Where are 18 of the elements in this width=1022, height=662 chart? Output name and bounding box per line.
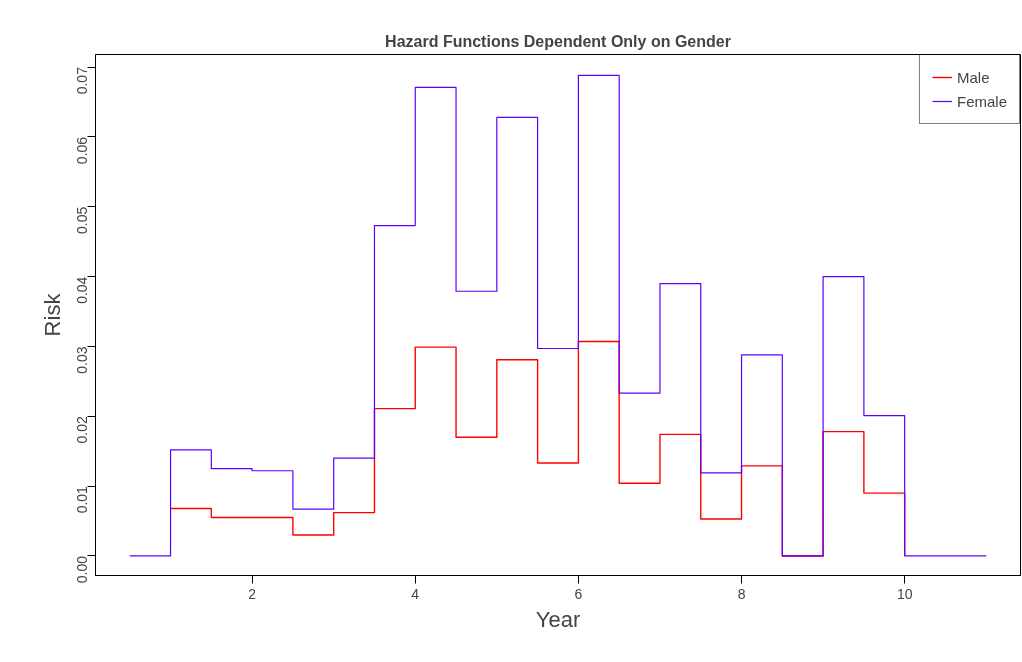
- y-tick-label: 0.04: [74, 276, 91, 304]
- x-tick-label: 8: [737, 585, 746, 602]
- y-tick-label: 0.06: [74, 136, 91, 165]
- chart-title: Hazard Functions Dependent Only on Gender: [385, 32, 731, 50]
- y-tick-label: 0.03: [74, 346, 91, 374]
- x-tick-label: 6: [574, 585, 583, 602]
- legend-label: Female: [956, 92, 1007, 110]
- y-axis-title: Risk: [39, 292, 65, 337]
- x-tick-label: 2: [248, 585, 257, 602]
- y-tick-label: 0.02: [74, 416, 91, 444]
- y-tick-label: 0.01: [74, 485, 91, 514]
- x-tick-label: 4: [411, 585, 420, 602]
- y-tick-label: 0.07: [74, 66, 91, 95]
- y-tick-label: 0.00: [74, 555, 91, 584]
- x-tick-label: 10: [896, 585, 913, 602]
- y-tick-label: 0.05: [74, 206, 91, 234]
- legend-label: Male: [956, 68, 990, 86]
- x-axis-title: Year: [535, 606, 581, 632]
